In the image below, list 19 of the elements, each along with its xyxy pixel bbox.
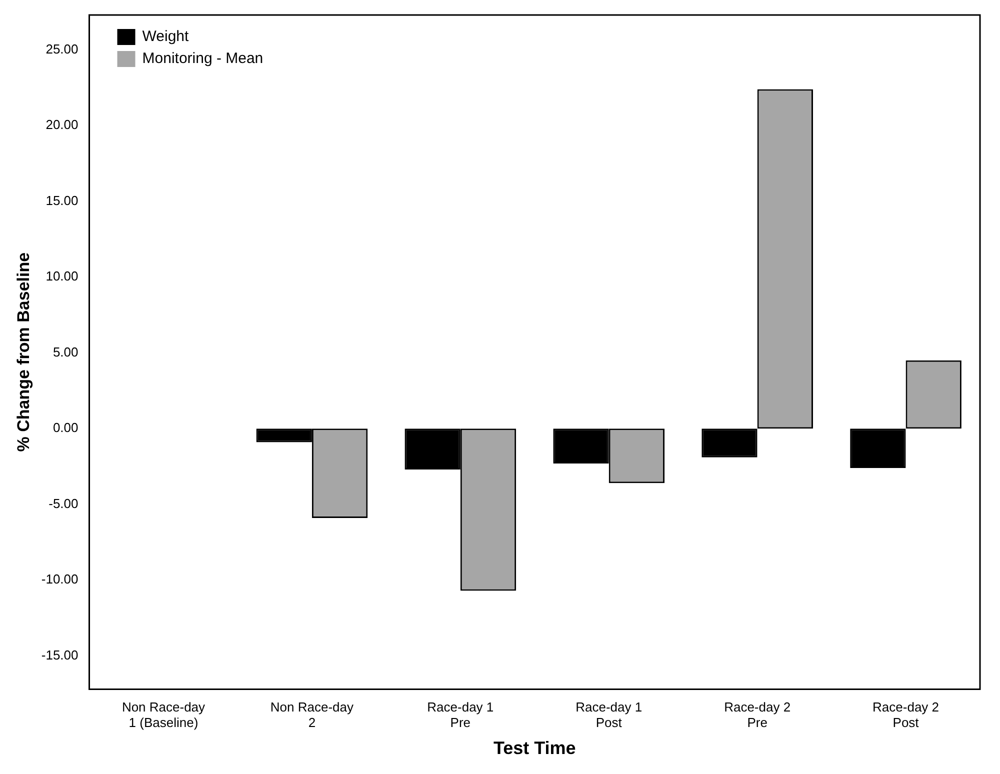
y-tick-label: -5.00: [48, 496, 78, 511]
x-tick-label: Non Race-day 1 (Baseline): [122, 700, 206, 730]
y-tick-label: 10.00: [46, 268, 78, 284]
y-tick-label: 25.00: [46, 41, 78, 56]
x-tick-label: Race-day 1 Pre: [427, 700, 494, 730]
y-tick-label: -15.00: [41, 647, 78, 662]
y-tick-label: 20.00: [46, 117, 78, 132]
legend-label: Weight: [142, 28, 190, 46]
y-tick-label: 5.00: [52, 344, 78, 360]
x-tick-label: Race-day 2 Post: [872, 700, 940, 730]
x-axis-title: Test Time: [493, 738, 576, 758]
x-tick-label: Non Race-day 2: [270, 700, 354, 730]
x-tick-label: Race-day 1 Post: [576, 700, 642, 730]
x-tick-label: Race-day 2 Pre: [724, 700, 791, 730]
y-tick-label: 15.00: [46, 192, 78, 208]
legend-label: Monitoring - Mean: [142, 50, 264, 68]
y-axis-title: % Change from Baseline: [14, 252, 33, 452]
y-tick-label: 0.00: [52, 420, 78, 436]
y-tick-label: -10.00: [41, 572, 78, 587]
